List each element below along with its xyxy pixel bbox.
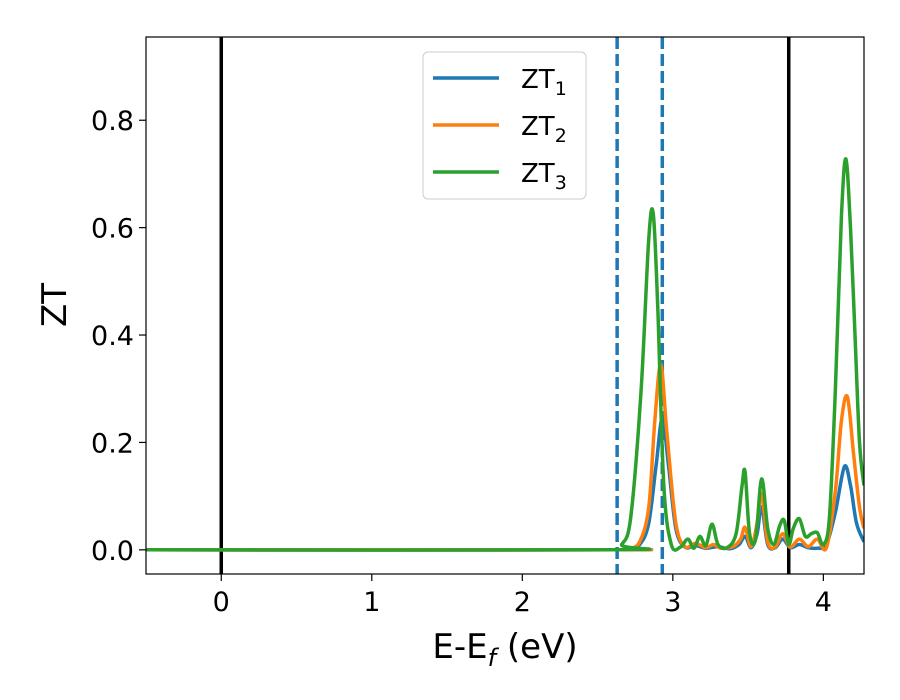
y-axis: 0.0 0.2 0.4 0.6 0.8 xyxy=(91,106,146,567)
legend-label-zt3: ZT3 xyxy=(521,159,567,194)
y-tick-label: 0.2 xyxy=(91,428,134,459)
x-tick-label: 4 xyxy=(815,587,832,618)
x-tick-label: 3 xyxy=(664,587,681,618)
x-axis: 0 1 2 3 4 xyxy=(213,574,832,618)
x-tick-label: 2 xyxy=(514,587,531,618)
x-tick-label: 1 xyxy=(363,587,380,618)
y-tick-label: 0.0 xyxy=(91,536,134,567)
y-tick-label: 0.8 xyxy=(91,106,134,137)
legend-box xyxy=(422,51,587,200)
legend-label-zt1: ZT1 xyxy=(521,65,567,100)
y-axis-title: ZT xyxy=(35,283,75,327)
y-tick-label: 0.6 xyxy=(91,214,134,245)
x-axis-title: E-Ef (eV) xyxy=(432,627,577,672)
series-line-zt2 xyxy=(146,362,864,552)
x-tick-label: 0 xyxy=(213,587,230,618)
plot-frame xyxy=(145,36,865,575)
legend-label-zt2: ZT2 xyxy=(521,112,567,147)
y-tick-label: 0.4 xyxy=(91,321,134,352)
series-layer xyxy=(146,157,864,552)
series-line-zt3 xyxy=(146,157,864,552)
legend: ZT1 ZT2 ZT3 xyxy=(422,51,587,200)
